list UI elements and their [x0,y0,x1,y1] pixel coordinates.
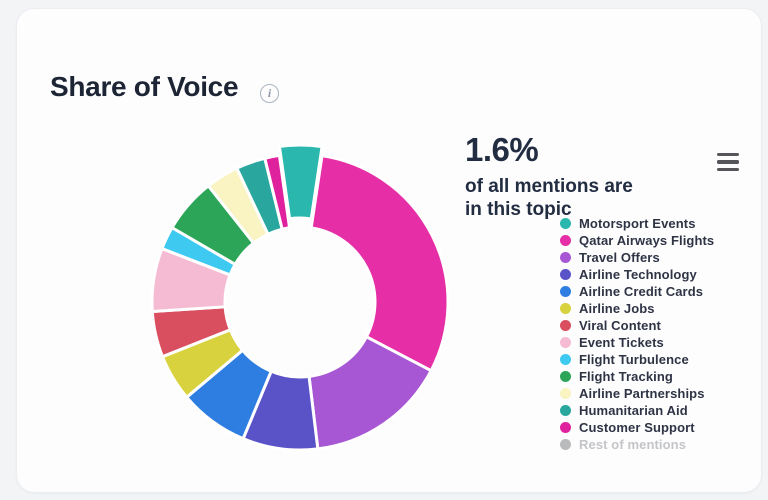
legend-label: Flight Turbulence [579,352,689,367]
stat-line1: of all mentions are [465,176,633,197]
chart-legend: Motorsport Events Qatar Airways Flights Tr… [560,215,714,453]
pie-slice-qatar-airways-flights[interactable] [309,154,450,373]
legend-label: Airline Technology [579,267,697,282]
legend-dot-icon [560,439,571,450]
legend-dot-icon [560,388,571,399]
card-title: Share of Voice [50,71,239,102]
share-of-voice-card: Share of Voice i 1.6% of all mentions ar… [16,8,762,493]
legend-item-airline-credit-cards[interactable]: Airline Credit Cards [560,283,714,300]
legend-dot-icon [560,286,571,297]
hamburger-menu-icon [717,153,739,157]
legend-item-airline-jobs[interactable]: Airline Jobs [560,300,714,317]
legend-dot-icon [560,303,571,314]
legend-label: Event Tickets [579,335,664,350]
legend-dot-icon [560,354,571,365]
legend-dot-icon [560,235,571,246]
legend-item-airline-technology[interactable]: Airline Technology [560,266,714,283]
legend-label: Flight Tracking [579,369,673,384]
legend-label: Airline Jobs [579,301,655,316]
legend-item-viral-content[interactable]: Viral Content [560,317,714,334]
info-icon[interactable]: i [260,84,279,103]
legend-dot-icon [560,252,571,263]
donut-chart[interactable] [110,112,490,492]
legend-label: Airline Credit Cards [579,284,704,299]
pie-slice-customer-support[interactable] [263,153,292,231]
legend-item-travel-offers[interactable]: Travel Offers [560,249,714,266]
hamburger-menu-icon [717,167,739,171]
legend-item-qatar-airways-flights[interactable]: Qatar Airways Flights [560,232,714,249]
legend-item-motorsport-events[interactable]: Motorsport Events [560,215,714,232]
legend-label: Travel Offers [579,250,660,265]
legend-dot-icon [560,337,571,348]
chart-context-menu-button[interactable] [713,148,743,176]
legend-label: Customer Support [579,420,695,435]
legend-label: Airline Partnerships [579,386,705,401]
legend-dot-icon [560,218,571,229]
stat-description: of all mentions are in this topic [465,175,633,221]
legend-item-event-tickets[interactable]: Event Tickets [560,334,714,351]
legend-item-airline-partnerships[interactable]: Airline Partnerships [560,385,714,402]
legend-label: Humanitarian Aid [579,403,688,418]
legend-dot-icon [560,320,571,331]
legend-label: Viral Content [579,318,661,333]
legend-label: Qatar Airways Flights [579,233,715,248]
stat-line2: in this topic [465,199,572,220]
legend-item-flight-turbulence[interactable]: Flight Turbulence [560,351,714,368]
legend-label: Motorsport Events [579,216,696,231]
legend-item-flight-tracking[interactable]: Flight Tracking [560,368,714,385]
legend-dot-icon [560,371,571,382]
legend-dot-icon [560,269,571,280]
legend-item-humanitarian-aid[interactable]: Humanitarian Aid [560,402,714,419]
legend-item-customer-support[interactable]: Customer Support [560,419,714,436]
hamburger-menu-icon [717,160,739,164]
legend-label: Rest of mentions [579,437,687,452]
legend-item-rest-of-mentions[interactable]: Rest of mentions [560,436,714,453]
legend-dot-icon [560,405,571,416]
stat-value: 1.6% [465,131,539,168]
legend-dot-icon [560,422,571,433]
